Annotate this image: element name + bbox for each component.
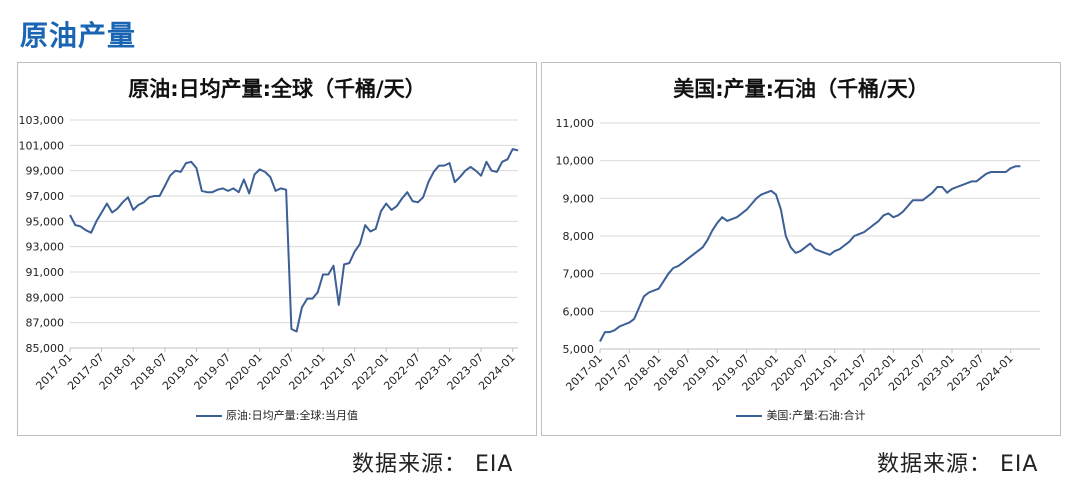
legend-swatch-us [736, 415, 763, 417]
legend-label-global: 原油:日均产量:全球:当月值 [225, 409, 359, 422]
y-tick-label: 85,000 [26, 342, 65, 355]
global-crude-line-chart: 85,000 87,000 89,000 91,000 93,000 95,000 97,0… [19, 114, 519, 393]
y-tick-label: 97,000 [26, 190, 65, 203]
page-title: 原油产量 [20, 19, 137, 52]
chart-title-us: 美国:产量:石油（千桶/天） [673, 77, 929, 101]
y-tick-label: 99,000 [26, 165, 65, 178]
y-tick-label: 89,000 [26, 291, 65, 304]
legend-global: 原油:日均产量:全球:当月值 [18, 407, 536, 423]
y-tick-label: 91,000 [26, 266, 65, 279]
source-note-left: 数据来源： EIA [352, 452, 514, 477]
series-line [69, 148, 519, 333]
y-tick-label: 10,000 [556, 155, 595, 168]
y-tick-label: 87,000 [26, 317, 65, 330]
y-tick-label: 8,000 [563, 230, 595, 243]
y-tick-label: 7,000 [563, 268, 595, 281]
us-oil-chart-panel: 5,000 6,000 7,000 8,000 9,000 10,000 11,000 201… [541, 62, 1061, 436]
us-oil-line-chart: 5,0006,0007,0008,0009,00010,00011,000201… [556, 117, 1040, 394]
global-crude-chart-panel: 85,000 87,000 89,000 91,000 93,000 95,000 97,0… [17, 62, 537, 436]
y-tick-label: 9,000 [563, 192, 595, 205]
y-tick-label: 11,000 [556, 117, 595, 130]
chart-title-global: 原油:日均产量:全球（千桶/天） [128, 77, 426, 101]
y-tick-label: 101,000 [19, 139, 65, 152]
y-tick-label: 103,000 [19, 114, 65, 127]
legend-us: 美国:产量:石油:合计 [542, 407, 1060, 423]
source-note-right: 数据来源： EIA [877, 452, 1039, 477]
legend-swatch-global [195, 415, 222, 417]
y-tick-label: 93,000 [26, 241, 65, 254]
y-tick-label: 95,000 [26, 215, 65, 228]
series-line [599, 165, 1021, 342]
y-tick-label: 5,000 [563, 343, 595, 356]
y-tick-label: 6,000 [563, 305, 595, 318]
legend-label-us: 美国:产量:石油:合计 [766, 409, 866, 422]
